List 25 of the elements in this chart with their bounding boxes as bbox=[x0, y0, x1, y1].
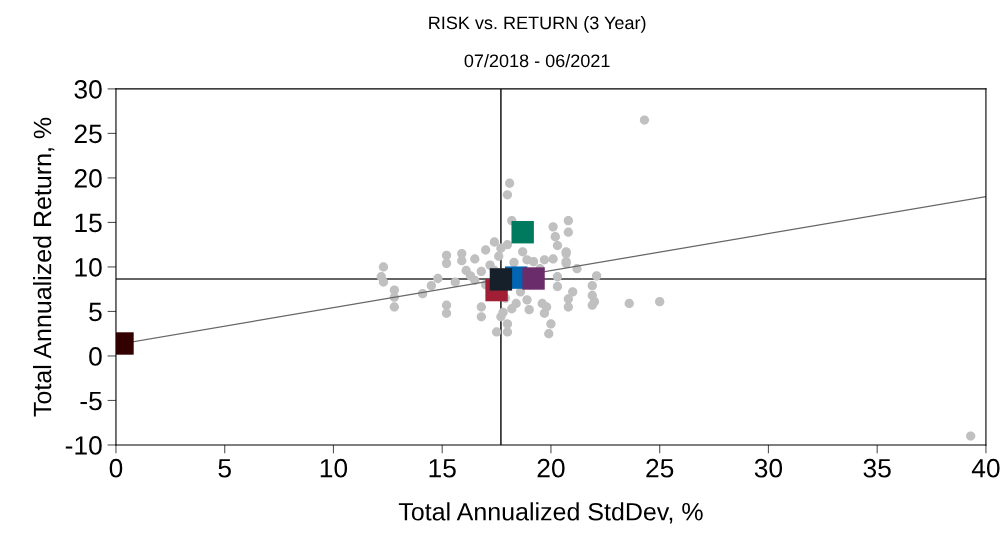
x-tick-label: 30 bbox=[754, 458, 783, 478]
y-tick-label: 0 bbox=[89, 347, 102, 366]
y-tick-label: 30 bbox=[74, 80, 102, 99]
x-tick-label: 40 bbox=[971, 458, 1000, 478]
x-tick-label: 35 bbox=[863, 458, 891, 478]
point bbox=[522, 267, 545, 290]
x-tick-label: 15 bbox=[429, 459, 456, 478]
chart-subtitle: 07/2018 - 06/2021 bbox=[464, 53, 610, 68]
x-tick-label: 20 bbox=[537, 458, 565, 478]
y-tick-label: 10 bbox=[75, 258, 102, 277]
x-axis-title: Total Annualized StdDev, % bbox=[398, 502, 703, 524]
y-tick-label: 25 bbox=[74, 124, 102, 144]
x-tick-label: 25 bbox=[646, 458, 674, 478]
y-tick-label: 5 bbox=[89, 302, 102, 322]
y-tick-label: 20 bbox=[74, 169, 102, 188]
y-tick-label: 15 bbox=[75, 213, 102, 233]
y-axis-title: Total Annualized Return, % bbox=[32, 117, 55, 417]
x-tick-label: 0 bbox=[109, 458, 123, 478]
chart-title: RISK vs. RETURN (3 Year) bbox=[429, 15, 646, 33]
y-tick-label: -10 bbox=[65, 436, 102, 455]
x-tick-label: 10 bbox=[320, 458, 348, 478]
point bbox=[511, 221, 534, 244]
x-tick-label: 5 bbox=[218, 459, 231, 478]
point bbox=[489, 268, 513, 291]
y-tick-label: -5 bbox=[80, 391, 102, 411]
